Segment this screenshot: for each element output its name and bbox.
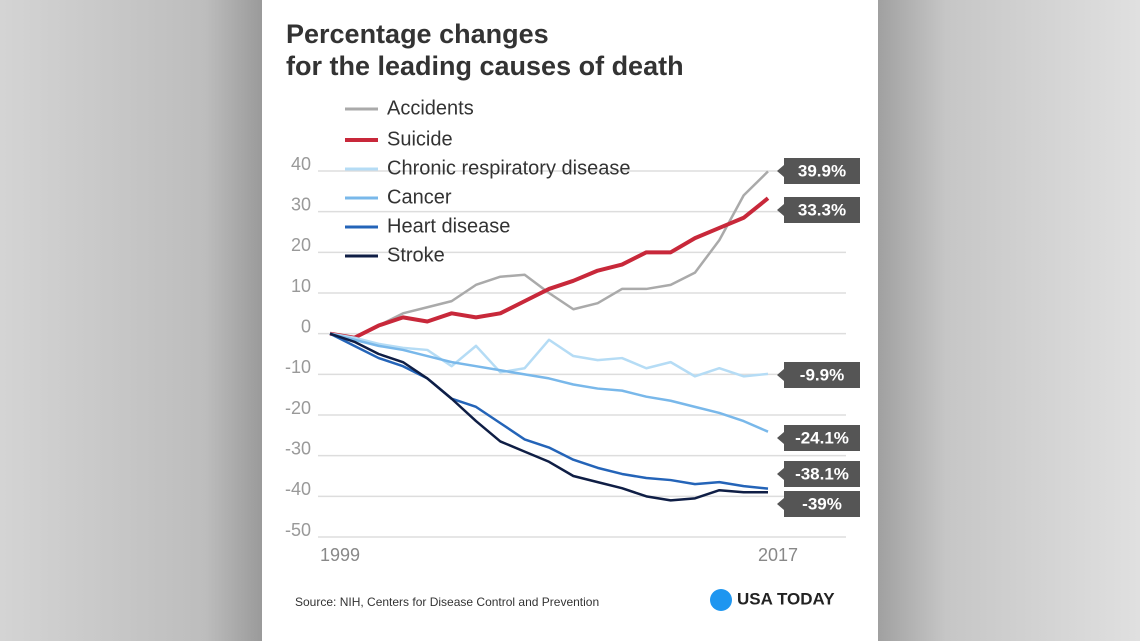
legend-label: Stroke [387,244,445,266]
label-box [777,362,860,388]
y-tick-label: -20 [285,398,311,418]
legend-label: Suicide [387,128,453,150]
y-tick-label: 10 [291,276,311,296]
y-tick-label: -40 [285,479,311,499]
label-box [777,158,860,184]
y-tick-label: -30 [285,438,311,458]
legend-label: Heart disease [387,215,510,237]
y-tick-label: 0 [301,316,311,336]
series-line [329,332,769,378]
label-box [777,197,860,223]
label-box [777,425,860,451]
y-tick-label: -50 [285,520,311,540]
data-label: -24.1% [795,428,849,447]
y-tick-label: 20 [291,235,311,255]
y-tick-label: -10 [285,357,311,377]
brand-logo [710,589,732,611]
x-tick-label: 2017 [758,545,798,565]
brand: USA TODAY [737,589,835,608]
chart-title: Percentage changes [286,19,549,49]
series-line [329,332,769,433]
series-line [329,170,769,339]
series-line [329,196,770,340]
legend-label: Cancer [387,186,452,208]
label-box [777,461,860,487]
chart-title: for the leading causes of death [286,51,684,81]
series-line [329,332,768,502]
data-label: -38.1% [795,464,849,483]
label-box [777,491,860,517]
data-label: -39% [802,494,842,513]
series-line [329,332,769,490]
x-tick-label: 1999 [320,545,360,565]
card [262,0,878,641]
legend-label: Accidents [387,97,474,119]
y-tick-label: 40 [291,154,311,174]
data-label: 33.3% [798,200,846,219]
legend-label: Chronic respiratory disease [387,157,630,179]
y-tick-label: 30 [291,194,311,214]
source: Source: NIH, Centers for Disease Control… [295,595,599,609]
data-label: 39.9% [798,161,846,180]
data-label: -9.9% [800,365,844,384]
